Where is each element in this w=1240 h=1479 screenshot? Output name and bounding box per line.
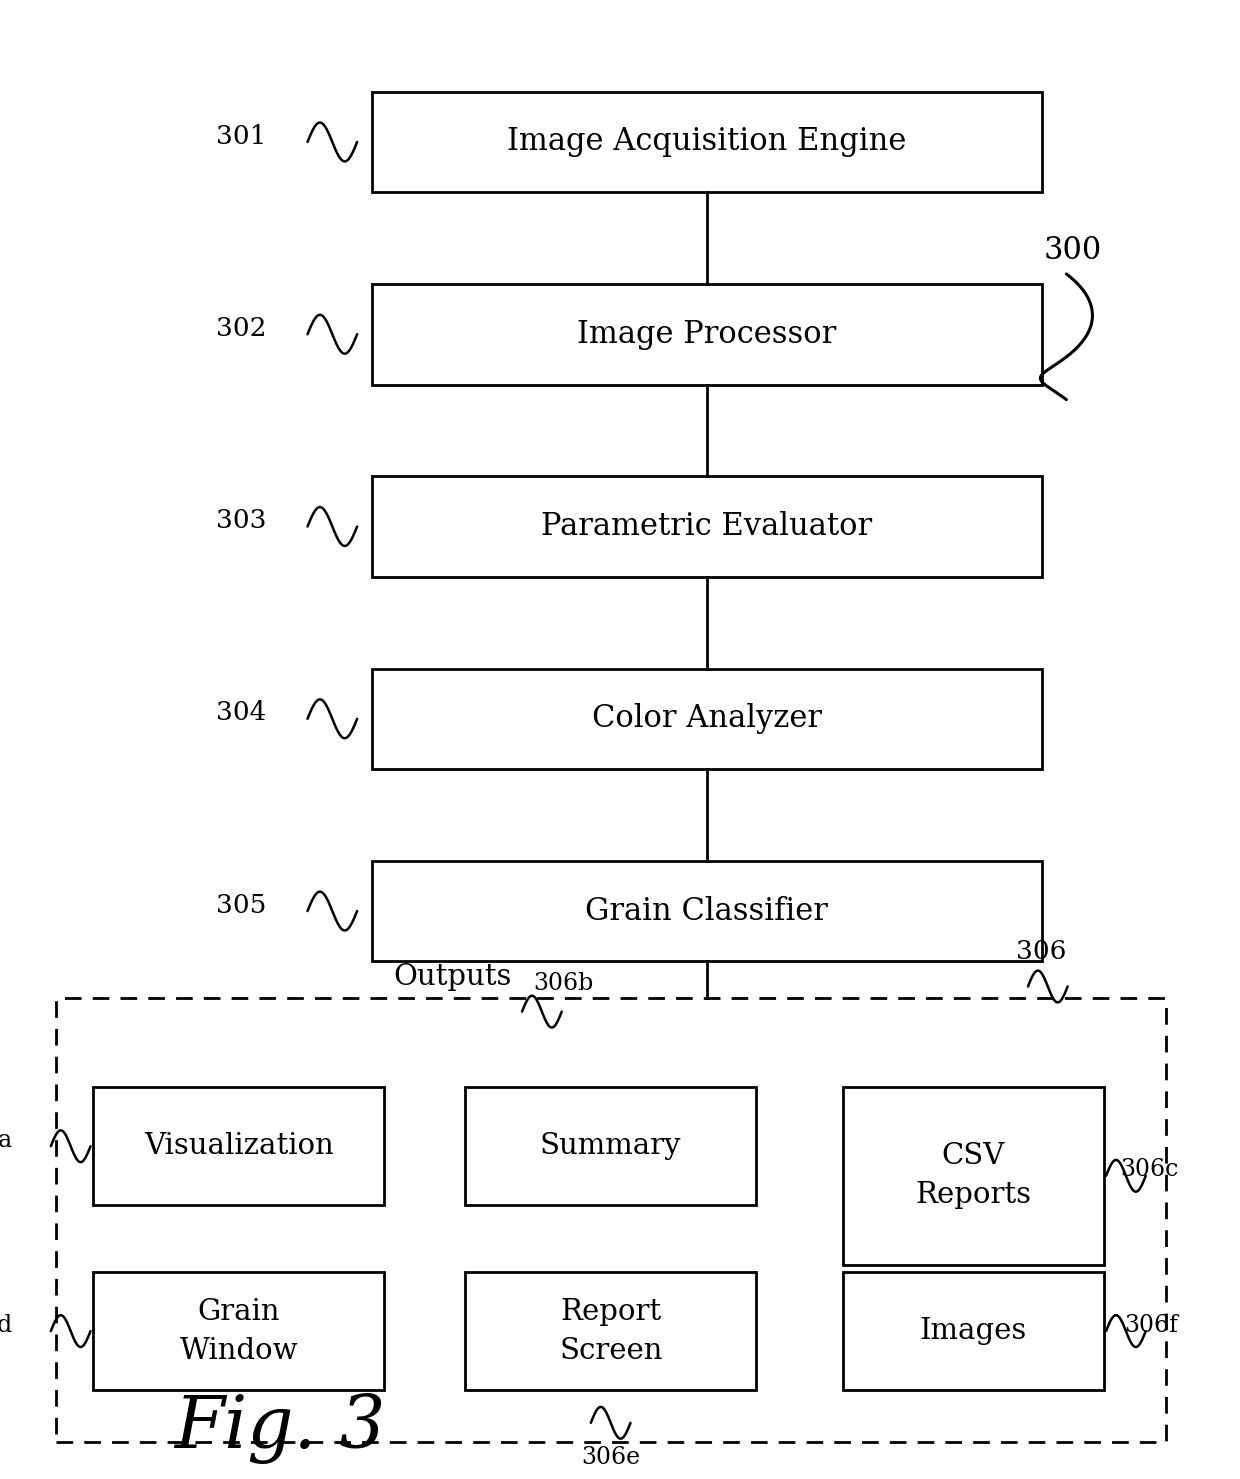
FancyBboxPatch shape [465, 1087, 756, 1205]
FancyBboxPatch shape [843, 1087, 1104, 1265]
FancyBboxPatch shape [372, 476, 1042, 577]
Text: Outputs: Outputs [393, 963, 512, 991]
Text: 306f: 306f [1125, 1313, 1178, 1337]
Text: Summary: Summary [539, 1133, 682, 1160]
Text: 306d: 306d [0, 1313, 12, 1337]
Text: 306b: 306b [533, 972, 594, 995]
Text: 303: 303 [216, 509, 267, 532]
FancyBboxPatch shape [465, 1272, 756, 1390]
Text: 301: 301 [216, 124, 267, 148]
Text: 306: 306 [1017, 939, 1066, 964]
Text: Report
Screen: Report Screen [559, 1297, 662, 1365]
FancyBboxPatch shape [93, 1272, 384, 1390]
Text: Fig. 3: Fig. 3 [174, 1393, 386, 1464]
FancyBboxPatch shape [843, 1272, 1104, 1390]
Text: Images: Images [920, 1318, 1027, 1344]
Text: 305: 305 [216, 893, 267, 917]
Text: Color Analyzer: Color Analyzer [591, 704, 822, 734]
Text: Parametric Evaluator: Parametric Evaluator [541, 512, 873, 541]
FancyBboxPatch shape [93, 1087, 384, 1205]
Text: 300: 300 [1044, 235, 1101, 266]
Text: CSV
Reports: CSV Reports [915, 1142, 1032, 1210]
Text: Image Acquisition Engine: Image Acquisition Engine [507, 127, 906, 157]
FancyBboxPatch shape [372, 92, 1042, 192]
Text: Grain Classifier: Grain Classifier [585, 896, 828, 926]
FancyBboxPatch shape [372, 861, 1042, 961]
Text: 306c: 306c [1120, 1158, 1178, 1182]
Text: Image Processor: Image Processor [577, 319, 837, 349]
Text: Visualization: Visualization [144, 1133, 334, 1160]
Text: 302: 302 [216, 317, 267, 340]
FancyBboxPatch shape [372, 284, 1042, 385]
Text: 306a: 306a [0, 1128, 12, 1152]
Text: 306e: 306e [582, 1446, 640, 1470]
Text: 304: 304 [216, 701, 267, 725]
Text: Grain
Window: Grain Window [180, 1297, 298, 1365]
FancyBboxPatch shape [372, 669, 1042, 769]
